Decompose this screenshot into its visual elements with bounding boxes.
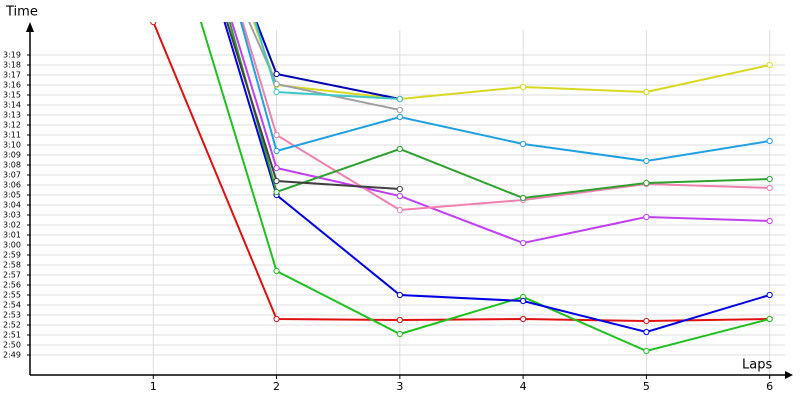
y-tick-label: 3:09 <box>3 151 21 160</box>
y-axis-label: Time <box>5 5 38 20</box>
point-marker <box>396 145 403 153</box>
point-marker <box>520 315 527 323</box>
y-tick-label: 2:53 <box>3 311 21 320</box>
y-tick-label: 3:11 <box>3 131 21 140</box>
point-marker <box>766 315 773 323</box>
point-marker <box>643 88 650 96</box>
point-marker <box>396 185 403 193</box>
point-marker <box>273 131 280 139</box>
y-tick-label: 2:57 <box>3 271 21 280</box>
point-marker <box>396 206 403 214</box>
grid <box>27 30 785 379</box>
y-tick-label: 2:49 <box>3 351 21 360</box>
y-tick-label: 3:10 <box>3 141 21 150</box>
point-marker <box>396 291 403 299</box>
series-line <box>252 22 770 101</box>
point-marker <box>643 179 650 187</box>
y-tick-label: 3:15 <box>3 91 21 100</box>
point-marker <box>520 297 527 305</box>
point-marker <box>643 213 650 221</box>
point-marker <box>766 175 773 183</box>
point-marker <box>150 22 157 26</box>
y-tick-label: 3:07 <box>3 171 21 180</box>
y-tick-label: 2:59 <box>3 251 21 260</box>
y-tick-label: 2:55 <box>3 291 21 300</box>
point-marker <box>766 184 773 192</box>
y-tick-label: 3:16 <box>3 81 21 90</box>
y-tick-label: 3:08 <box>3 161 21 170</box>
point-marker <box>520 194 527 202</box>
point-marker <box>396 106 403 114</box>
y-tick-label: 3:01 <box>3 231 21 240</box>
x-tick-label: 6 <box>766 380 773 393</box>
point-marker <box>766 137 773 145</box>
y-tick-label: 3:00 <box>3 241 21 250</box>
y-tick-label: 3:17 <box>3 71 21 80</box>
point-marker <box>396 113 403 121</box>
x-tick-label: 1 <box>150 380 157 393</box>
y-arrow <box>26 22 34 32</box>
point-marker <box>273 88 280 96</box>
y-tick-label: 2:58 <box>3 261 21 270</box>
point-marker <box>520 140 527 148</box>
y-tick-label: 3:19 <box>3 51 21 60</box>
y-tick-label: 2:54 <box>3 301 21 310</box>
y-tick-label: 3:12 <box>3 121 21 130</box>
x-tick-label: 5 <box>643 380 650 393</box>
point-marker <box>273 188 280 196</box>
x-tick-label: 3 <box>396 380 403 393</box>
series-line <box>199 22 770 353</box>
y-tick-label: 3:18 <box>3 61 21 70</box>
point-marker <box>273 267 280 275</box>
point-marker <box>766 291 773 299</box>
series-line <box>152 22 770 323</box>
series-line <box>223 22 770 334</box>
point-marker <box>273 80 280 88</box>
point-marker <box>766 217 773 225</box>
series-group <box>150 22 773 355</box>
y-tick-label: 2:50 <box>3 341 21 350</box>
point-marker <box>273 70 280 78</box>
y-tick-label: 2:51 <box>3 331 21 340</box>
point-marker <box>396 316 403 324</box>
y-tick-label: 3:05 <box>3 191 21 200</box>
point-marker <box>273 147 280 155</box>
y-tick-label: 3:06 <box>3 181 21 190</box>
point-marker <box>396 192 403 200</box>
x-axis-label: Laps <box>742 358 772 373</box>
point-marker <box>643 347 650 355</box>
point-marker <box>643 317 650 325</box>
point-marker <box>273 177 280 185</box>
point-marker <box>273 164 280 172</box>
x-tick-label: 2 <box>273 380 280 393</box>
point-marker <box>396 330 403 338</box>
series-line <box>230 22 770 245</box>
x-arrow <box>785 371 793 379</box>
y-tick-label: 3:04 <box>3 201 21 210</box>
point-marker <box>643 328 650 336</box>
x-tick-label: 4 <box>520 380 527 393</box>
y-tick-label: 3:02 <box>3 221 21 230</box>
point-marker <box>273 315 280 323</box>
y-tick-label: 2:56 <box>3 281 21 290</box>
point-marker <box>396 95 403 103</box>
y-tick-label: 2:52 <box>3 321 21 330</box>
y-tick-label: 3:03 <box>3 211 21 220</box>
series-line <box>241 22 770 212</box>
y-tick-label: 3:13 <box>3 111 21 120</box>
y-tick-label: 3:14 <box>3 101 21 110</box>
point-marker <box>520 239 527 247</box>
series-line <box>239 22 770 163</box>
point-marker <box>643 157 650 165</box>
point-marker <box>766 61 773 69</box>
point-marker <box>520 83 527 91</box>
